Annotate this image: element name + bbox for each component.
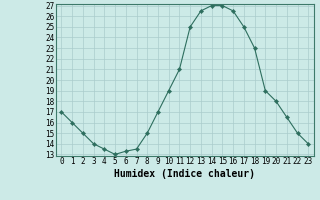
X-axis label: Humidex (Indice chaleur): Humidex (Indice chaleur) (114, 169, 255, 179)
